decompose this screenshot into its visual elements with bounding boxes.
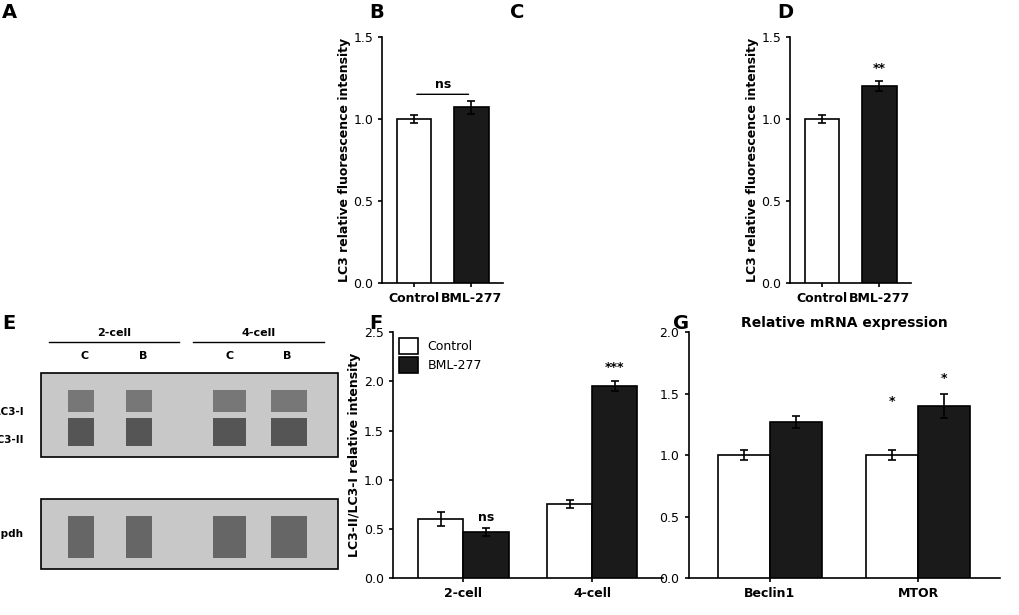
Legend: Control, BML-277: Control, BML-277 (398, 338, 482, 373)
Bar (804, 119, 839, 283)
Y-axis label: LC3-II/LC3-I relative intensity: LC3-II/LC3-I relative intensity (347, 353, 361, 557)
Text: ns: ns (434, 78, 450, 91)
Bar (592, 386, 637, 578)
Text: ns: ns (478, 511, 493, 524)
Text: C: C (225, 351, 233, 361)
Bar (769, 422, 821, 578)
Y-axis label: LC3 relative fluorescence intensity: LC3 relative fluorescence intensity (337, 38, 351, 282)
Bar (271, 390, 307, 413)
Bar (418, 519, 463, 578)
Text: F: F (369, 314, 382, 333)
Bar (861, 86, 896, 283)
Bar (126, 516, 152, 558)
Text: D: D (776, 3, 793, 22)
Text: *: * (940, 372, 947, 385)
Bar (213, 390, 246, 413)
Text: E: E (2, 314, 15, 333)
Bar (126, 390, 152, 413)
Bar (396, 119, 431, 283)
Text: Gapdh: Gapdh (0, 529, 23, 539)
Text: G: G (673, 314, 689, 333)
Bar (213, 516, 246, 558)
Bar (68, 418, 94, 446)
Text: B: B (139, 351, 147, 361)
Text: 2-cell: 2-cell (97, 328, 130, 338)
Text: **: ** (872, 62, 884, 74)
Y-axis label: LC3 relative fluorescence intensity: LC3 relative fluorescence intensity (745, 38, 758, 282)
Bar (126, 418, 152, 446)
Text: B: B (283, 351, 291, 361)
Bar (917, 406, 969, 578)
Title: Relative mRNA expression: Relative mRNA expression (740, 315, 947, 330)
Bar (463, 532, 508, 578)
Bar (453, 108, 488, 283)
Text: LC3-II: LC3-II (0, 435, 23, 445)
Text: A: A (2, 3, 17, 22)
Bar (717, 455, 769, 578)
Bar (213, 418, 246, 446)
Text: C: C (510, 3, 524, 22)
Bar (546, 504, 592, 578)
Bar (865, 455, 917, 578)
Text: ***: *** (604, 362, 624, 375)
Text: 4-cell: 4-cell (242, 328, 275, 338)
Bar (68, 390, 94, 413)
Text: C: C (81, 351, 89, 361)
Bar (68, 516, 94, 558)
Text: B: B (369, 3, 383, 22)
Text: LC3-I: LC3-I (0, 407, 23, 418)
Text: *: * (889, 395, 895, 408)
